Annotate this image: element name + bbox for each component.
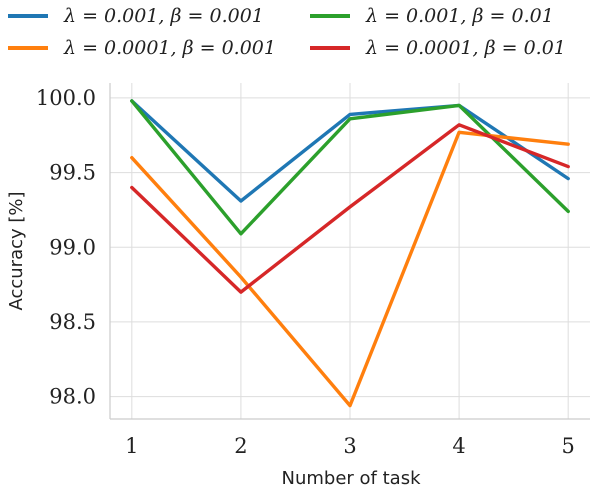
y-tick-label-99.0: 99.0	[49, 235, 96, 259]
legend: λ = 0.001, β = 0.001 λ = 0.001, β = 0.01 λ…	[8, 5, 566, 59]
y-tick-label-98.0: 98.0	[49, 385, 96, 409]
legend-label-3: λ = 0.0001, β = 0.01	[365, 37, 566, 59]
x-tick-label-4: 4	[452, 434, 465, 458]
y-axis-label: Accuracy [%]	[6, 191, 27, 310]
legend-label-1: λ = 0.001, β = 0.01	[365, 5, 554, 27]
grid	[110, 83, 590, 419]
x-tick-label-3: 3	[343, 434, 356, 458]
y-tick-label-100.0: 100.0	[36, 86, 96, 110]
series-line-1	[130, 99, 570, 236]
x-tick-label-5: 5	[561, 434, 574, 458]
series-lines	[130, 99, 570, 408]
legend-label-2: λ = 0.0001, β = 0.001	[63, 37, 276, 59]
x-axis-label: Number of task	[282, 468, 422, 489]
x-tick-label-2: 2	[234, 434, 247, 458]
series-line-2	[130, 130, 570, 408]
axes	[109, 83, 590, 420]
series-line-3	[130, 123, 570, 294]
tick-labels: 1 2 3 4 5 98.0 98.5 99.0 99.5 100.0	[36, 86, 575, 458]
y-tick-label-98.5: 98.5	[49, 310, 96, 334]
legend-label-0: λ = 0.001, β = 0.001	[63, 5, 264, 27]
series-line-0	[130, 99, 570, 203]
y-tick-label-99.5: 99.5	[49, 161, 96, 185]
x-tick-label-1: 1	[125, 434, 138, 458]
